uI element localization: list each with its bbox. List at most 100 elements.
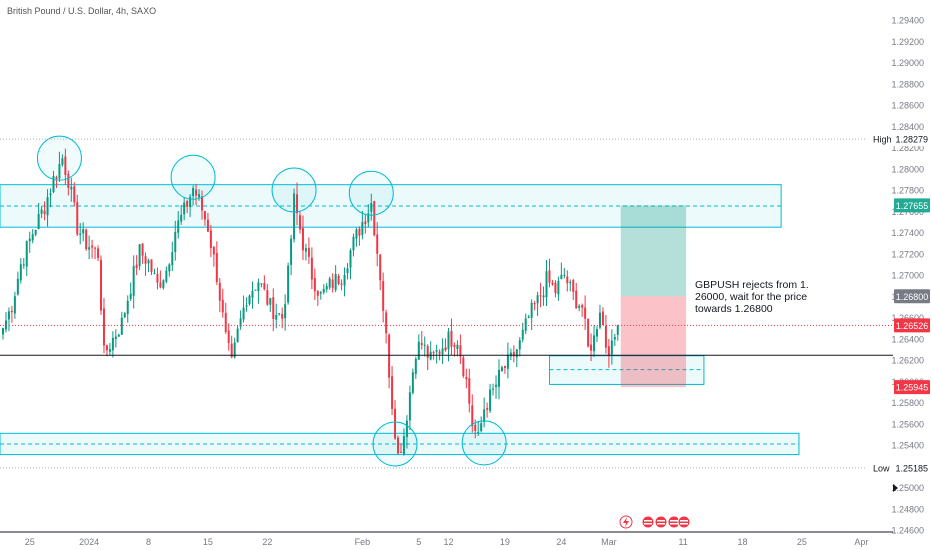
candle-body [46,197,49,216]
candle-body [411,372,414,393]
candle-body [358,228,361,236]
y-tick-label: 1.26400 [891,334,924,344]
candle-body [524,318,527,331]
price-label-box [894,289,930,304]
highlight-circle[interactable] [170,154,216,200]
zone-rectangle[interactable] [0,184,782,228]
candle-body [432,352,435,354]
high-label: High [873,135,892,145]
candle-body [19,264,22,281]
candle-body [135,264,138,268]
candle-body [278,313,281,315]
candle-body [388,334,391,378]
stop-zone[interactable] [620,296,687,388]
x-tick-label: 18 [738,537,748,547]
candle-body [399,451,402,453]
candle-body [159,282,162,288]
highlight-circle[interactable] [36,135,82,181]
candle-body [310,257,313,280]
candle-body [319,292,322,294]
candle-body [340,283,343,285]
candle-body [203,211,206,220]
price-label-box [894,198,930,213]
candle-body [165,270,168,282]
candle-body [296,194,299,214]
candle-body [138,244,141,267]
candle-body [239,318,242,327]
candle-body [76,202,79,235]
candle-body [355,229,358,239]
candle-body [441,348,444,355]
x-tick-label: 22 [262,537,272,547]
event-icons[interactable] [619,515,691,529]
candles-layer [2,148,619,456]
candle-body [284,304,287,319]
price-label-box [894,380,930,395]
candle-body [530,302,533,318]
candle-body [613,336,616,340]
candle-body [34,229,37,235]
annotation-layer[interactable]: GBPUSH rejects from 1. 26000, wait for th… [695,279,809,315]
candle-body [49,193,52,196]
candle-body [604,325,607,348]
candle-body [299,215,301,230]
candle-body [569,281,572,284]
support-resistance-zones[interactable] [0,184,800,456]
candle-body [206,219,209,232]
candle-body [171,252,174,266]
candle-body [251,291,254,298]
candle-body [512,352,515,357]
candle-body [192,187,195,197]
candle-body [420,342,423,345]
highlight-circle[interactable] [461,420,507,466]
candle-body [394,408,397,439]
candle-body [82,229,85,234]
y-tick-label: 1.25000 [891,483,924,493]
y-tick-label: 1.25800 [891,398,924,408]
candle-body [105,345,108,351]
candle-body [483,409,486,423]
candle-body [610,340,613,355]
candle-body [290,238,293,265]
highlight-circles[interactable] [36,135,507,467]
candle-body [313,278,316,292]
candle-body [111,337,114,351]
price-lines [0,138,893,469]
candle-body [186,200,189,207]
x-tick-label: Feb [355,537,371,547]
candle-body [37,213,40,230]
candle-body [269,298,272,305]
candle-body [533,303,536,305]
highlight-circle[interactable] [372,421,418,467]
candle-body [465,376,468,380]
candle-body [601,311,604,325]
highlight-circle[interactable] [271,167,317,213]
candle-body [242,307,245,320]
candle-body [521,329,524,340]
low-label-box [867,460,930,475]
candle-body [447,331,450,350]
long-position-tool[interactable] [620,205,687,388]
candle-body [459,345,462,357]
candle-body [147,260,150,264]
annotation-text[interactable]: GBPUSH rejects from 1. 26000, wait for th… [695,279,809,315]
candle-body [275,314,278,320]
candle-body [497,369,500,387]
target-zone[interactable] [620,205,687,297]
candle-body [218,282,221,301]
candle-body [563,274,566,276]
us-flag-icon[interactable] [654,515,668,529]
candle-body [85,229,88,250]
candle-body [539,295,542,297]
us-flag-icon [670,520,678,522]
candle-body [180,214,183,222]
us-flag-icon[interactable] [641,515,655,529]
candle-body [144,256,147,264]
candle-body [560,274,563,280]
zone-rectangle[interactable] [548,355,705,385]
scroll-right-arrow-icon[interactable] [893,484,898,492]
us-flag-icon[interactable] [677,515,691,529]
y-tick-label: 1.28800 [891,79,924,89]
highlight-circle[interactable] [348,170,394,216]
